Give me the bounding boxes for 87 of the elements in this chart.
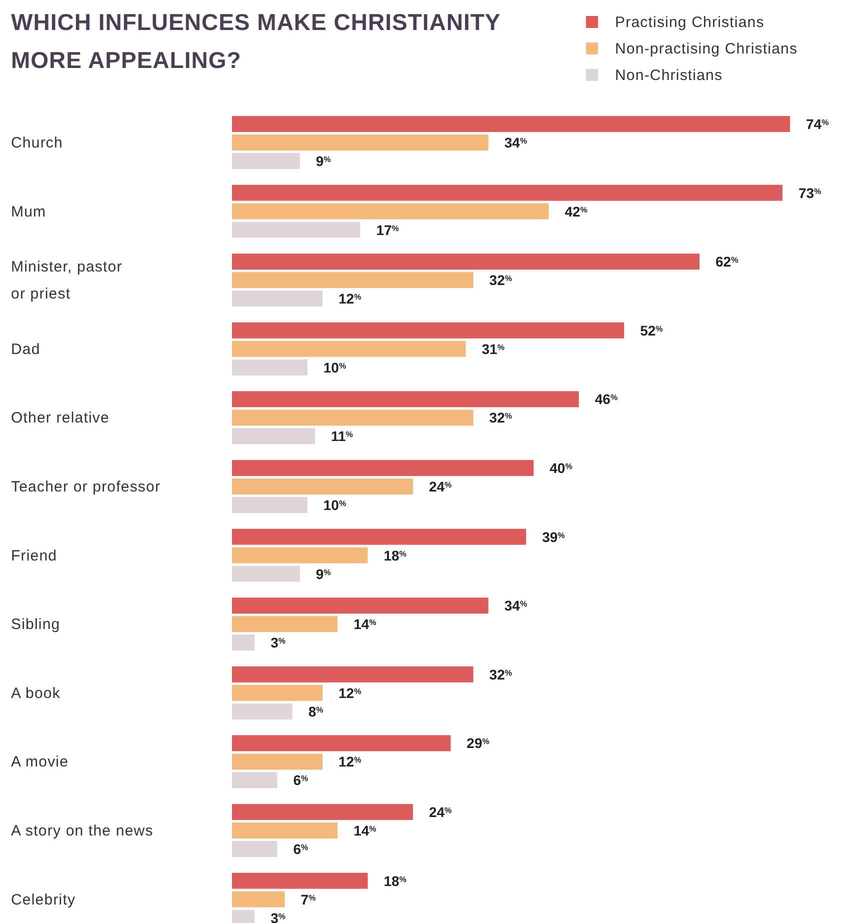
bar [232,478,413,494]
data-label: 10$^{%}$ [323,359,346,376]
bar [232,391,579,408]
bar [232,460,534,476]
data-label: 24$^{%}$ [428,804,452,820]
data-label: 39$^{%}$ [542,528,565,545]
bar [232,666,474,682]
data-label: 10$^{%}$ [323,497,346,513]
data-label: 11$^{%}$ [330,428,353,444]
y-tick-label: Other relative [11,410,110,427]
data-label: 18$^{%}$ [384,547,406,564]
data-label: 9$^{%}$ [316,566,331,582]
y-tick-label: Minister, pastor or priest [11,258,122,303]
data-label: 34$^{%}$ [504,134,528,150]
bar [232,822,338,838]
chart-title: WHICH INFLUENCES MAKE CHRISTIANITY MORE APPEALING? [11,9,501,73]
bar [232,116,790,132]
bar [232,616,338,632]
bar [232,891,285,908]
y-tick-label: Dad [11,340,40,358]
bar [232,804,413,820]
data-label: 29$^{%}$ [466,735,490,752]
data-label: 6$^{%}$ [293,772,308,788]
data-label: 40$^{%}$ [550,460,572,476]
bar [232,497,308,513]
bar [232,754,322,770]
data-label: 73$^{%}$ [798,184,822,201]
bar [232,340,466,357]
bar [232,772,278,788]
data-label: 3$^{%}$ [270,634,286,651]
data-label: 6$^{%}$ [293,841,308,857]
data-label: 12$^{%}$ [338,684,362,701]
data-label: 9$^{%}$ [316,153,331,169]
bar [232,359,308,376]
legend-label: Non-Christians [615,67,723,84]
data-label: 52$^{%}$ [640,322,663,338]
data-label: 74$^{%}$ [806,116,829,132]
legend-label: Practising Christians [615,14,764,31]
bar [232,528,526,545]
data-label: 32$^{%}$ [489,666,512,682]
data-label: 14$^{%}$ [354,616,376,632]
bar [232,598,488,614]
legend-label: Non-practising Christians [615,40,798,58]
data-label: 3$^{%}$ [270,910,286,923]
bar [232,410,474,426]
y-tick-label: Teacher or professor [11,478,161,496]
y-tick-label: Friend [11,547,58,564]
data-label: 12$^{%}$ [338,290,362,307]
data-label: 32$^{%}$ [489,272,512,288]
bar [232,735,451,752]
bar [232,872,368,889]
data-label: 31$^{%}$ [482,340,504,357]
bar [232,703,292,720]
data-label: 7$^{%}$ [300,891,316,908]
bar [232,322,624,338]
bar [232,222,360,238]
bar [232,841,278,857]
y-tick-label: Church [11,134,63,152]
bar [232,428,315,444]
bar [232,184,782,201]
y-tick-label: Sibling [11,616,60,634]
bar [232,272,474,288]
bar [232,547,368,564]
data-label: 8$^{%}$ [308,703,324,720]
data-label: 32$^{%}$ [489,410,512,426]
bar [232,153,300,169]
data-label: 17$^{%}$ [376,222,399,238]
data-label: 14$^{%}$ [354,822,376,838]
bar [232,290,322,307]
bar [232,566,300,582]
data-label: 42$^{%}$ [564,203,588,220]
bar [232,634,255,651]
y-tick-label: Celebrity [11,891,76,908]
data-label: 18$^{%}$ [384,872,406,889]
bar [232,684,322,701]
data-label: 62$^{%}$ [716,254,738,270]
bar [232,254,700,270]
bar [232,203,549,220]
y-tick-label: A book [11,684,60,702]
y-tick-label: A movie [11,754,69,771]
y-tick-label: Mum [11,203,46,220]
data-label: 34$^{%}$ [504,598,528,614]
data-label: 24$^{%}$ [428,478,452,494]
data-label: 46$^{%}$ [594,391,618,408]
bar [232,134,488,150]
data-label: 12$^{%}$ [338,754,362,770]
y-tick-label: A story on the news [11,822,154,840]
